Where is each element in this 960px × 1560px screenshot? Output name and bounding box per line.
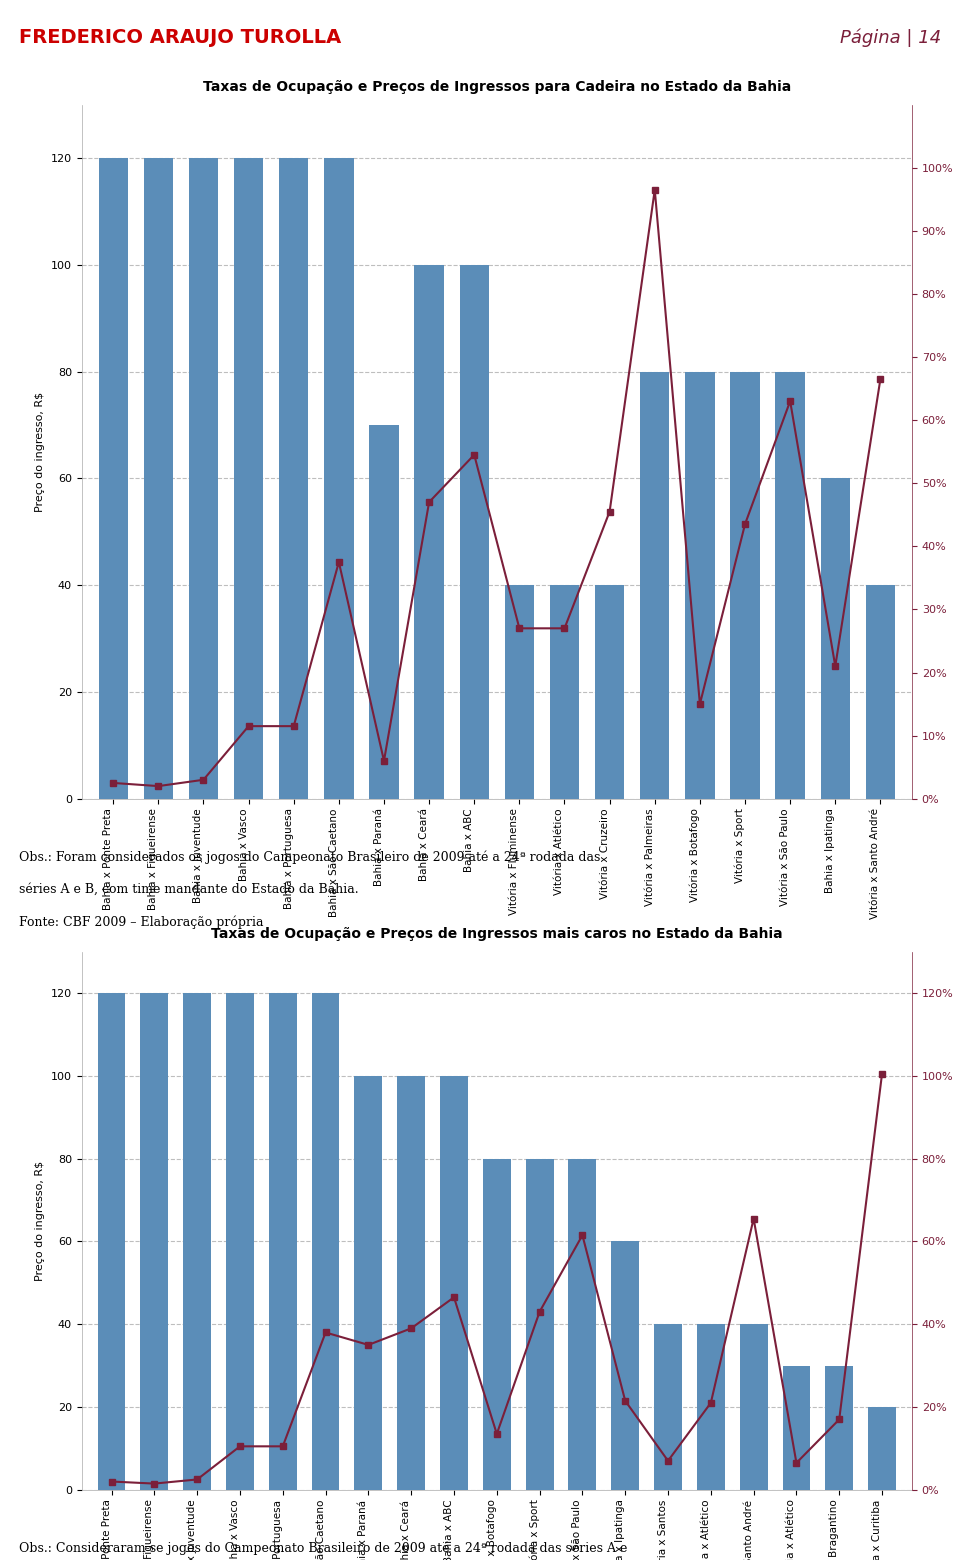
Bar (731, 371, 759, 799)
Bar (483, 1159, 511, 1490)
Bar (866, 585, 895, 799)
Text: Obs.: Consideraram-se jogos do Campeonato Brasileiro de 2009 até a 24ª rodada da: Obs.: Consideraram-se jogos do Campeonat… (19, 1541, 628, 1555)
Bar (183, 994, 211, 1490)
Bar (324, 158, 353, 799)
Text: Fonte: CBF 2009 – Elaboração própria: Fonte: CBF 2009 – Elaboração própria (19, 916, 264, 930)
Bar (868, 1407, 896, 1490)
Bar (550, 585, 579, 799)
Text: Obs.: Foram considerados os jogos do Campeonato Brasileiro de 2009 até a 24ª rod: Obs.: Foram considerados os jogos do Cam… (19, 850, 601, 864)
Bar (189, 158, 218, 799)
Bar (640, 371, 669, 799)
Bar (740, 1324, 768, 1490)
Bar (460, 265, 489, 799)
Bar (269, 994, 297, 1490)
Bar (234, 158, 263, 799)
Bar (826, 1365, 853, 1490)
Bar (505, 585, 534, 799)
Title: Taxas de Ocupação e Preços de Ingressos para Cadeira no Estado da Bahia: Taxas de Ocupação e Preços de Ingressos … (203, 80, 791, 94)
Bar (821, 479, 850, 799)
Bar (776, 371, 804, 799)
Text: séries A e B, com time mandante do Estado da Bahia.: séries A e B, com time mandante do Estad… (19, 883, 359, 895)
Bar (415, 265, 444, 799)
Bar (98, 994, 126, 1490)
Bar (440, 1076, 468, 1490)
Bar (144, 158, 173, 799)
Bar (312, 994, 340, 1490)
Title: Taxas de Ocupação e Preços de Ingressos mais caros no Estado da Bahia: Taxas de Ocupação e Preços de Ingressos … (211, 927, 782, 941)
Bar (354, 1076, 382, 1490)
Bar (612, 1242, 639, 1490)
Bar (370, 424, 398, 799)
Text: Página | 14: Página | 14 (840, 28, 941, 47)
Y-axis label: Preço do ingresso, R$: Preço do ingresso, R$ (36, 392, 45, 512)
Text: FREDERICO ARAUJO TUROLLA: FREDERICO ARAUJO TUROLLA (19, 28, 342, 47)
Bar (782, 1365, 810, 1490)
Y-axis label: Preço do ingresso, R$: Preço do ingresso, R$ (36, 1161, 45, 1281)
Bar (568, 1159, 596, 1490)
Bar (654, 1324, 682, 1490)
Bar (99, 158, 128, 799)
Bar (595, 585, 624, 799)
Bar (526, 1159, 554, 1490)
Bar (685, 371, 714, 799)
Bar (279, 158, 308, 799)
Bar (397, 1076, 425, 1490)
Bar (226, 994, 253, 1490)
Bar (697, 1324, 725, 1490)
Bar (140, 994, 168, 1490)
